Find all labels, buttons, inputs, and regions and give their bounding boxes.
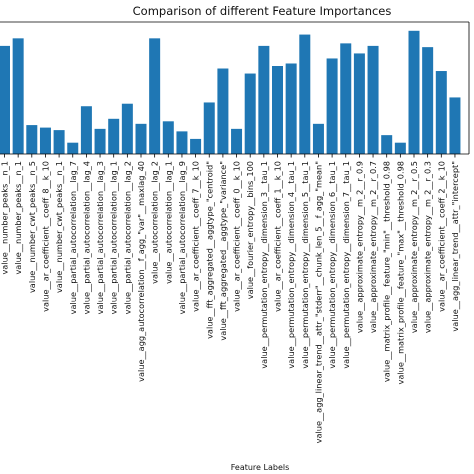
bars-group [0,30,461,155]
bar-5 [67,142,79,154]
x-tick-label-28: value__matrix_profile__feature_"min"__th… [382,161,392,382]
bar-9 [121,103,133,154]
x-tick-label-4: value__number_cwt_peaks__n_1 [54,161,64,293]
bar-0 [0,45,10,154]
bar-33 [449,97,461,154]
x-tick-label-18: value__fourier_entropy__bins_100 [245,161,255,299]
axes-group [0,21,470,155]
x-tick-label-19: value__permutation_entropy__dimension_3_… [259,161,269,369]
x-tick-label-22: value__permutation_entropy__dimension_5_… [300,161,310,369]
x-tick-label-5: value__partial_autocorrelation__lag_7 [68,161,78,314]
bar-12 [162,121,174,154]
x-tick-label-16: value__fft_aggregated__aggtype_"variance… [218,161,228,341]
x-tick-label-11: value__autocorrelation__lag_2 [150,161,160,284]
bar-31 [422,47,434,154]
bar-7 [94,128,106,154]
bar-22 [299,34,311,154]
bar-28 [381,135,393,154]
x-tick-label-10: value__agg_autocorrelation__f_agg_"var"_… [136,161,146,382]
bar-10 [135,123,147,154]
x-tick-label-14: value__ar_coefficient__coeff_7__k_10 [191,161,201,312]
x-tick-label-0: value__number_peaks__n_1 [0,161,10,275]
x-tick-label-25: value__permutation_entropy__dimension_7_… [341,161,351,369]
x-tick-label-17: value__ar_coefficient__coeff_0__k_10 [232,161,242,312]
x-tick-label-24: value__permutation_entropy__dimension_6_… [327,161,337,369]
x-tick-label-26: value__approximate_entropy__m_2__r_0.9 [354,161,364,333]
bar-21 [285,63,297,154]
bar-29 [394,142,406,154]
x-tick-label-1: value__number_peaks__n_1 [13,161,23,275]
bar-11 [149,38,161,155]
x-tick-label-21: value__permutation_entropy__dimension_4_… [286,161,296,369]
bar-13 [176,131,188,154]
x-tick-label-31: value__approximate_entropy__m_2__r_0.3 [423,161,433,333]
bar-15 [203,102,215,154]
bar-8 [108,118,120,154]
x-tick-label-9: value__partial_autocorrelation__lag_2 [122,161,132,314]
bar-26 [353,53,365,154]
bar-25 [340,43,352,155]
x-tick-label-23: value__agg_linear_trend__attr_"stderr"__… [313,161,323,443]
x-tick-label-2: value__number_cwt_peaks__n_5 [27,161,37,293]
x-tick-label-33: value__agg_linear_trend__attr_"intercept… [450,161,460,332]
x-tick-label-15: value__fft_aggregated__aggtype_"centroid… [204,161,214,339]
x-tick-label-13: value__partial_autocorrelation__lag_9 [177,161,187,314]
bar-32 [435,71,447,154]
chart-title: Comparison of different Feature Importan… [133,4,392,18]
bar-2 [26,125,38,154]
bar-23 [312,123,324,154]
x-tick-label-12: value__autocorrelation__lag_1 [163,161,173,284]
x-tick-label-3: value__ar_coefficient__coeff_8__k_10 [40,161,50,312]
bar-20 [272,66,283,154]
bar-4 [53,130,65,154]
x-tick-label-6: value__partial_autocorrelation__lag_4 [81,161,91,314]
x-tick-label-20: value__ar_coefficient__coeff_1__k_10 [273,161,283,312]
bar-24 [326,58,338,154]
x-tick-label-30: value__approximate_entropy__m_2__r_0.5 [409,161,419,333]
x-ticks-group: value__number_peaks__n_1 value__number_pe… [0,154,460,443]
bar-1 [12,38,24,155]
bar-14 [190,138,202,154]
bar-19 [258,45,270,154]
bar-6 [80,106,92,154]
bar-27 [367,45,379,154]
x-tick-label-32: value__ar_coefficient__coeff_2__k_10 [436,161,446,312]
bar-3 [39,127,51,154]
x-tick-label-29: value__matrix_profile__feature_"max"__th… [395,161,405,384]
x-axis-label: Feature Labels [231,463,290,472]
bar-30 [408,30,420,154]
x-tick-label-7: value__partial_autocorrelation__lag_3 [95,161,105,314]
bar-16 [217,68,229,154]
bar-18 [244,73,256,154]
x-tick-label-8: value__partial_autocorrelation__lag_1 [109,161,119,314]
x-tick-label-27: value__approximate_entropy__m_2__r_0.7 [368,161,378,333]
bar-17 [231,128,243,154]
